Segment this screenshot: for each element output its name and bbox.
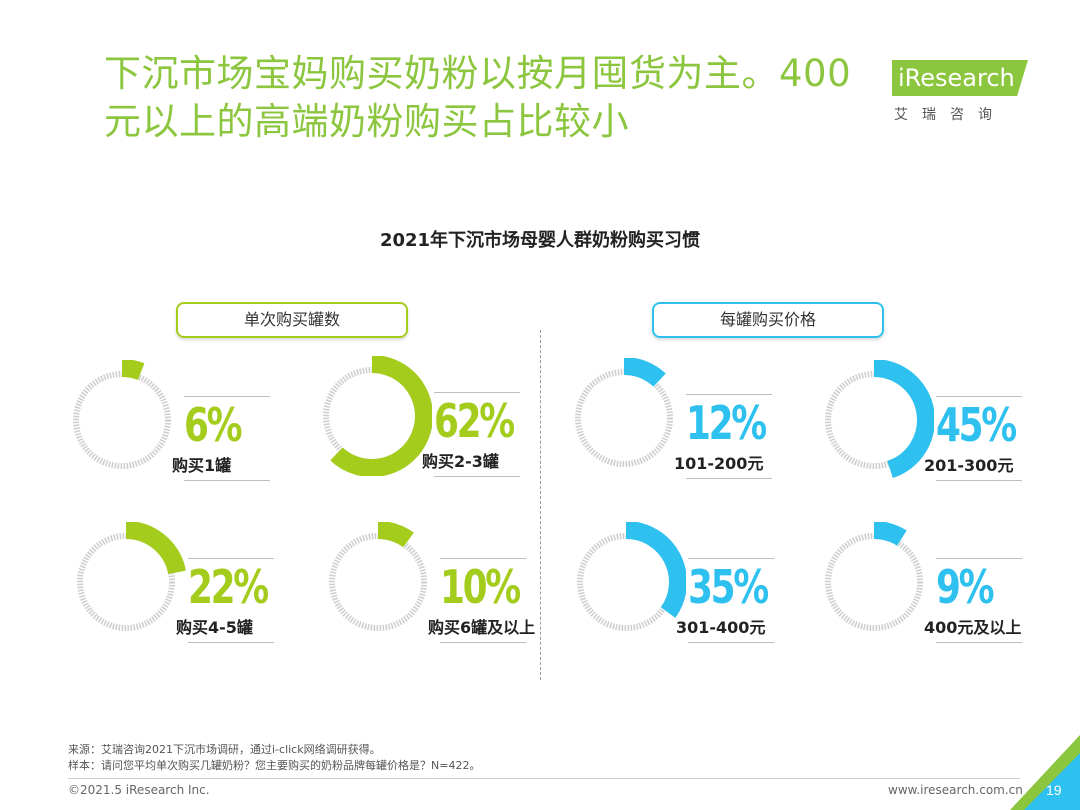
label-rule-top [936,396,1022,397]
donut-chart [575,358,673,467]
logo-wordmark: iResearch [892,60,1028,96]
donut-slice [121,360,145,381]
donut-chart [77,522,186,631]
value-label: 35% [688,560,769,614]
slide-title-line-2: 元以上的高端奶粉购买占比较小 [104,100,629,143]
category-label: 购买2-3罐 [422,452,499,471]
corner-decoration [1010,735,1080,810]
value-label: 6% [184,398,243,452]
donut-chart [329,522,427,631]
copyright: ©2021.5 iResearch Inc. [68,783,210,797]
label-rule-bottom [936,480,1022,481]
iresearch-logo: iResearch 艾瑞咨询 [880,54,1040,126]
label-rule-top [936,558,1022,559]
sample-note: 样本：请问您平均单次购买几罐奶粉？您主要购买的奶粉品牌每罐价格是？N=422。 [68,759,481,772]
category-label: 101-200元 [674,454,764,473]
category-label: 购买4-5罐 [176,618,253,637]
donut-slice [625,522,686,618]
label-rule-top [184,396,270,397]
donut-item: 62% 购买2-3罐 [312,356,542,486]
label-rule-bottom [188,642,274,643]
label-rule-bottom [184,480,270,481]
label-rule-bottom [936,642,1022,643]
donut-slice [873,522,907,546]
value-label: 62% [434,394,515,448]
center-divider [540,330,541,680]
donut-chart [323,356,432,476]
website-link[interactable]: www.iresearch.com.cn [888,783,1023,797]
donut-item: 9% 400元及以上 [814,522,1044,652]
footer-divider [68,778,1020,779]
donut-chart [825,522,923,631]
donut-item: 6% 购买1罐 [62,360,292,490]
source-note: 来源：艾瑞咨询2021下沉市场调研，通过i-click网络调研获得。 [68,743,381,756]
donut-slice [330,356,432,476]
label-rule-bottom [688,642,774,643]
donut-slice [377,522,414,548]
page-number: 19 [1046,782,1062,798]
slide-title: 下沉市场宝妈购买奶粉以按月囤货为主。400 元以上的高端奶粉购买占比较小 [104,50,884,146]
donut-item: 10% 购买6罐及以上 [318,522,548,652]
donut-chart [577,522,686,631]
slide-title-line-1: 下沉市场宝妈购买奶粉以按月囤货为主。400 [104,52,852,95]
label-rule-top [434,392,520,393]
value-label: 22% [188,560,269,614]
donut-track [77,533,175,631]
label-rule-bottom [434,476,520,477]
category-label: 201-300元 [924,456,1014,475]
label-rule-top [188,558,274,559]
donut-slice [125,522,186,575]
donut-item: 22% 购买4-5罐 [66,522,296,652]
label-rule-top [686,394,772,395]
category-label: 购买1罐 [172,456,232,475]
label-rule-top [688,558,774,559]
donut-slice [623,358,666,387]
label-rule-top [440,558,526,559]
value-label: 12% [686,396,767,450]
footer-notes: 来源：艾瑞咨询2021下沉市场调研，通过i-click网络调研获得。 样本：请问… [68,742,480,774]
label-rule-bottom [440,642,526,643]
donut-track [575,369,673,467]
donut-slice [873,360,934,479]
category-label: 301-400元 [676,618,766,637]
label-rule-bottom [686,478,772,479]
donut-item: 35% 301-400元 [566,522,796,652]
donut-item: 45% 201-300元 [814,360,1044,490]
group-label-cans: 单次购买罐数 [176,302,408,338]
value-label: 10% [440,560,521,614]
category-label: 400元及以上 [924,618,1022,637]
donut-track [329,533,427,631]
group-label-price: 每罐购买价格 [652,302,884,338]
donut-track [73,371,171,469]
donut-chart [825,360,934,479]
chart-title: 2021年下沉市场母婴人群奶粉购买习惯 [379,230,701,251]
donut-item: 12% 101-200元 [564,358,794,488]
value-label: 45% [936,398,1017,452]
donut-track [825,533,923,631]
value-label: 9% [936,560,995,614]
category-label: 购买6罐及以上 [428,618,536,637]
logo-subtitle: 艾瑞咨询 [894,107,1006,123]
donut-chart [73,360,171,469]
